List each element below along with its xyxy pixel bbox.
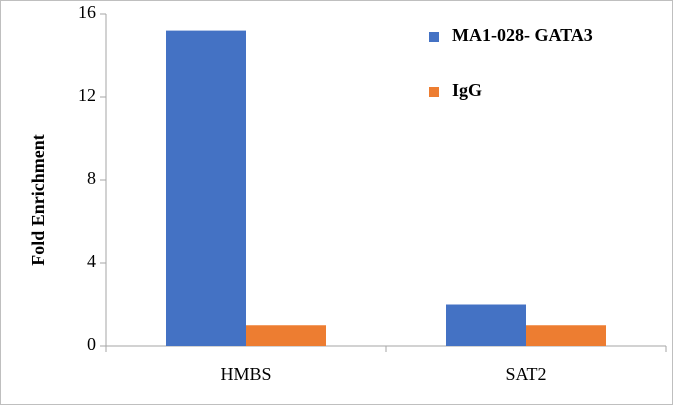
y-tick-label: 8 <box>87 168 96 188</box>
x-tick-label: HMBS <box>220 364 271 384</box>
bar <box>446 304 526 346</box>
x-tick-label: SAT2 <box>505 364 546 384</box>
bar <box>246 325 326 346</box>
bar <box>526 325 606 346</box>
y-tick-label: 16 <box>78 2 96 22</box>
y-tick-label: 4 <box>87 251 96 271</box>
legend-swatch <box>429 32 439 42</box>
bar <box>166 30 246 346</box>
y-axis-label: Fold Enrichment <box>28 134 48 266</box>
legend-label: IgG <box>452 80 482 100</box>
legend-label: MA1-028- GATA3 <box>452 25 593 45</box>
y-tick-label: 0 <box>87 334 96 354</box>
legend-swatch <box>429 87 439 97</box>
y-tick-label: 12 <box>78 85 96 105</box>
